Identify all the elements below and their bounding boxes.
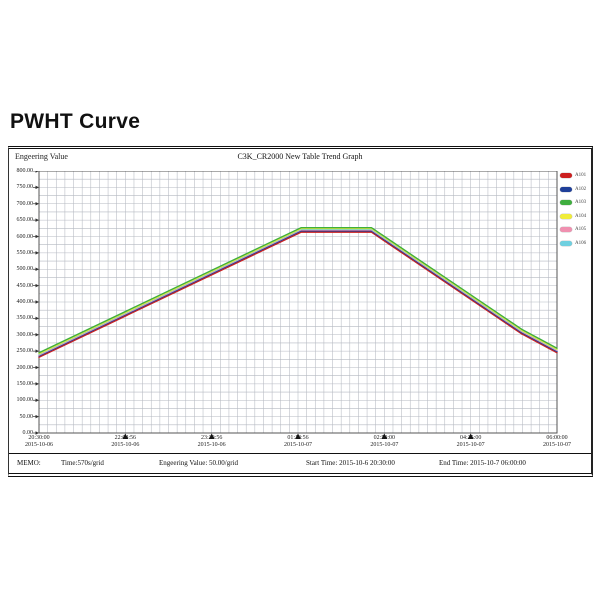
y-tick-arrow	[35, 365, 39, 370]
y-tick-label: 800.00	[16, 168, 34, 174]
y-tick-arrow	[35, 414, 39, 419]
x-tick-time: 06:00:00	[546, 435, 568, 441]
x-tick-date: 2015-10-06	[111, 442, 140, 448]
x-tick-date: 2015-10-06	[25, 442, 53, 448]
legend-label: A102	[575, 186, 587, 192]
y-tick-label: 0.00	[22, 430, 34, 436]
legend-swatch	[560, 240, 572, 246]
y-tick-arrow	[35, 300, 39, 304]
legend-swatch	[560, 173, 572, 179]
y-tick-label: 450.00	[16, 282, 34, 289]
legend-item: A105	[560, 223, 590, 237]
legend-swatch	[560, 186, 572, 192]
legend-swatch	[560, 227, 572, 233]
y-tick-arrow	[35, 218, 39, 222]
y-tick-arrow	[35, 316, 39, 321]
y-tick-arrow	[35, 171, 39, 173]
y-tick-label: 400.00	[16, 299, 34, 305]
x-tick-time: 20:30:00	[28, 435, 50, 441]
page-title: PWHT Curve	[10, 110, 141, 133]
y-tick-label: 150.00	[16, 380, 34, 387]
end-time-label: End Time: 2015-10-7 06:00:00	[439, 459, 526, 467]
x-tick-marker	[208, 433, 215, 439]
value-per-grid-label: Engeering Value: 50.00/grid	[159, 459, 238, 467]
x-tick-date: 2015-10-07	[284, 442, 312, 448]
y-tick-arrow	[35, 267, 39, 272]
y-tick-label: 200.00	[16, 364, 34, 371]
y-tick-label: 250.00	[16, 348, 34, 355]
y-tick-label: 350.00	[16, 315, 34, 322]
x-tick-label: 02:50:00 2015-10-07	[357, 435, 411, 449]
series-line-A104	[38, 227, 558, 355]
y-tick-arrow	[35, 349, 39, 353]
x-tick-marker	[122, 433, 129, 439]
y-tick-label: 50.00	[19, 413, 34, 420]
legend-swatch	[560, 213, 572, 219]
y-tick-arrow	[35, 251, 39, 255]
x-tick-label: 04:25:00 2015-10-07	[444, 435, 498, 449]
x-tick-label: 06:00:00 2015-10-07	[530, 435, 584, 449]
x-tick-time: 02:50:00	[373, 435, 395, 441]
x-tick-label: 20:30:00 2015-10-06	[12, 435, 66, 449]
y-tick-arrow	[35, 431, 39, 435]
time-per-grid-label: Time:570s/grid	[61, 459, 104, 467]
y-tick-arrow	[35, 382, 39, 386]
x-tick-time: 22:04:56	[114, 435, 136, 441]
x-tick-label: 01:14:56 2015-10-07	[271, 435, 325, 449]
y-tick-arrow	[35, 283, 39, 288]
y-tick-label: 600.00	[16, 233, 34, 240]
legend-label: A104	[575, 213, 587, 219]
legend-label: A103	[575, 200, 587, 206]
y-tick-arrow	[35, 185, 39, 190]
y-tick-label: 700.00	[16, 200, 34, 207]
legend-item: A101	[560, 169, 590, 183]
x-tick-time: 23:39:56	[200, 435, 223, 441]
x-tick-time: 04:25:00	[459, 435, 482, 441]
x-tick-marker	[295, 433, 301, 439]
series-line-A103	[38, 227, 558, 354]
series-line-A101	[38, 231, 558, 359]
memo-bar: MEMO: Time:570s/grid Engeering Value: 50…	[9, 453, 591, 473]
x-tick-date: 2015-10-07	[456, 442, 485, 448]
chart-frame: Engeering Value C3K_CR2000 New Table Tre…	[8, 146, 593, 477]
y-tick-arrow	[35, 234, 39, 239]
y-tick-arrow	[35, 332, 39, 337]
y-tick-label: 300.00	[16, 331, 34, 338]
y-tick-label: 550.00	[16, 249, 34, 256]
x-tick-marker	[467, 433, 474, 439]
memo-label: MEMO:	[17, 459, 41, 467]
y-tick-arrow	[35, 398, 39, 403]
x-tick-date: 2015-10-07	[370, 442, 399, 448]
y-axis-title: Engeering Value	[15, 152, 68, 161]
x-axis-labels: 20:30:00 2015-10-06 22:04:56 2015-10-06 23:3…	[19, 435, 571, 451]
legend-label: A105	[575, 227, 587, 233]
x-tick-date: 2015-10-07	[543, 442, 571, 448]
y-tick-label: 650.00	[16, 217, 34, 224]
y-tick-label: 750.00	[16, 184, 34, 191]
legend-label: A101	[575, 173, 587, 179]
chart-title: C3K_CR2000 New Table Trend Graph	[237, 152, 363, 161]
y-tick-label: 500.00	[16, 266, 34, 273]
start-time-label: Start Time: 2015-10-6 20:30:00	[306, 459, 395, 467]
x-tick-time: 01:14:56	[287, 435, 309, 441]
legend-swatch	[560, 200, 572, 206]
plot-area	[33, 171, 558, 439]
y-tick-arrow	[35, 201, 39, 206]
legend-label: A106	[575, 240, 587, 246]
legend: A101 A102 A103 A104 A105 A106	[560, 169, 590, 250]
legend-item: A103	[560, 196, 590, 210]
y-axis-labels: 800.00 750.00 700.00 650.00 600.00 550.00 500.…	[9, 168, 34, 436]
x-tick-date: 2015-10-06	[197, 442, 226, 448]
legend-item: A104	[560, 210, 590, 224]
legend-item: A102	[560, 183, 590, 197]
series-line-A102	[38, 230, 558, 357]
x-tick-marker	[381, 433, 388, 439]
y-tick-label: 100.00	[16, 397, 34, 404]
x-tick-label: 22:04:56 2015-10-06	[98, 435, 152, 449]
x-tick-label: 23:39:56 2015-10-06	[185, 435, 239, 449]
legend-item: A106	[560, 237, 590, 251]
